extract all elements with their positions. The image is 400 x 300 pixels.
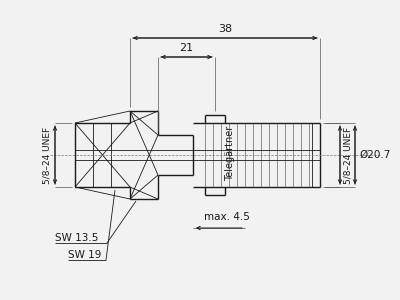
- Text: Telegärtner: Telegärtner: [225, 125, 235, 181]
- Text: Ø20.7: Ø20.7: [359, 150, 390, 160]
- Text: max. 4.5: max. 4.5: [204, 212, 250, 222]
- Text: SW 19: SW 19: [68, 250, 101, 260]
- Text: 5/8–24 UNEF: 5/8–24 UNEF: [42, 126, 52, 184]
- Text: 38: 38: [218, 24, 232, 34]
- Text: 5/8–24 UNEF: 5/8–24 UNEF: [344, 126, 352, 184]
- Text: SW 13.5: SW 13.5: [55, 233, 98, 243]
- Text: 21: 21: [180, 43, 194, 53]
